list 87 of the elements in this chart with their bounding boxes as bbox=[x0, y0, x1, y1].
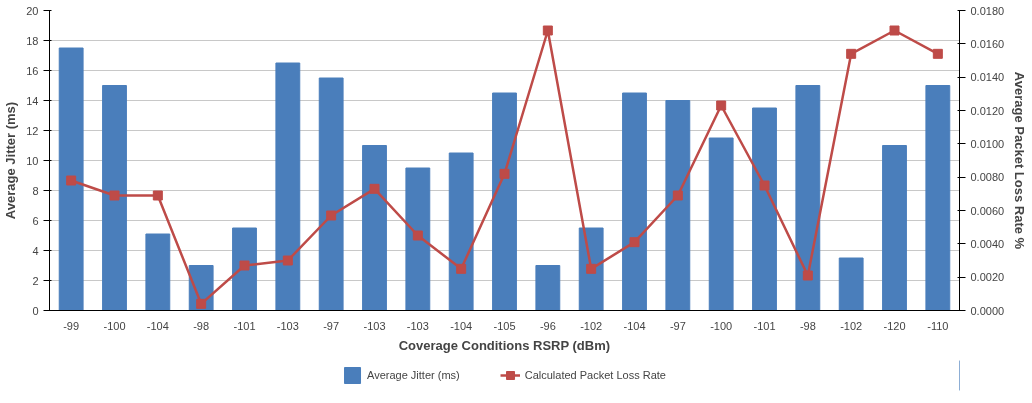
bar bbox=[882, 145, 907, 311]
y-axis-title: Average Jitter (ms) bbox=[3, 101, 19, 220]
y2-axis-title: Average Packet Loss Rate % bbox=[1012, 71, 1028, 250]
x-tick-label: -98 bbox=[193, 319, 210, 332]
x-tick-label: -102 bbox=[580, 319, 603, 332]
point bbox=[196, 298, 207, 309]
y-tick-label: 6 bbox=[32, 214, 39, 227]
point bbox=[109, 190, 120, 201]
y-tick-label: 20 bbox=[26, 4, 39, 17]
x-tick-label: -96 bbox=[539, 319, 556, 332]
x-tick-label: -103 bbox=[276, 319, 299, 332]
bar bbox=[362, 145, 387, 311]
bar bbox=[232, 227, 257, 311]
y2-tick-label: 0.0020 bbox=[970, 271, 1005, 284]
bar bbox=[318, 77, 344, 311]
x-tick-label: -101 bbox=[753, 319, 776, 332]
bar bbox=[405, 167, 431, 311]
point bbox=[889, 25, 900, 36]
point bbox=[802, 270, 813, 281]
bar bbox=[275, 62, 301, 311]
bar bbox=[795, 85, 821, 311]
x-axis-title: Coverage Conditions RSRP (dBm) bbox=[398, 337, 611, 353]
x-tick-label: -100 bbox=[710, 319, 733, 332]
legend-label: Average Jitter (ms) bbox=[367, 369, 460, 381]
y-tick-label: 14 bbox=[26, 94, 39, 107]
bar bbox=[622, 92, 647, 311]
bar bbox=[752, 107, 777, 311]
point bbox=[152, 190, 163, 201]
bar bbox=[535, 265, 561, 311]
point bbox=[716, 100, 727, 111]
x-tick-label: -104 bbox=[450, 319, 473, 332]
point bbox=[369, 183, 380, 194]
x-tick-label: -102 bbox=[840, 319, 863, 332]
point bbox=[239, 260, 250, 271]
x-tick-label: -110 bbox=[927, 319, 949, 332]
y2-tick-label: 0.0120 bbox=[970, 104, 1005, 117]
y-tick-label: 8 bbox=[32, 184, 39, 197]
point bbox=[672, 190, 683, 201]
y-tick-label: 18 bbox=[26, 34, 39, 47]
x-tick-label: -103 bbox=[363, 319, 386, 332]
x-tick-label: -103 bbox=[406, 319, 429, 332]
x-tick-label: -97 bbox=[323, 319, 340, 332]
bar bbox=[102, 85, 127, 311]
y2-tick-label: 0.0180 bbox=[970, 4, 1005, 17]
y2-tick-label: 0.0000 bbox=[970, 304, 1005, 317]
x-tick-label: -104 bbox=[146, 319, 169, 332]
bar bbox=[492, 92, 517, 311]
y-tick-label: 2 bbox=[32, 274, 39, 287]
bar bbox=[708, 137, 734, 311]
y2-tick-label: 0.0100 bbox=[970, 137, 1005, 150]
bar bbox=[925, 85, 951, 311]
x-tick-label: -99 bbox=[63, 319, 80, 332]
point bbox=[586, 263, 597, 274]
point bbox=[66, 175, 77, 186]
point bbox=[412, 230, 423, 241]
x-tick-label: -97 bbox=[669, 319, 686, 332]
bar bbox=[838, 257, 864, 311]
y2-tick-label: 0.0060 bbox=[970, 204, 1005, 217]
y-tick-label: 16 bbox=[26, 64, 39, 77]
bar bbox=[448, 152, 474, 311]
point bbox=[629, 237, 640, 248]
point bbox=[932, 48, 943, 59]
y2-tick-label: 0.0140 bbox=[970, 71, 1005, 84]
x-tick-label: -105 bbox=[493, 319, 516, 332]
point bbox=[759, 180, 770, 191]
y-tick-label: 10 bbox=[26, 154, 39, 167]
bar bbox=[665, 100, 691, 311]
y2-tick-label: 0.0080 bbox=[970, 171, 1005, 184]
y2-tick-label: 0.0040 bbox=[970, 237, 1005, 250]
point bbox=[282, 255, 293, 266]
y-tick-label: 12 bbox=[26, 124, 39, 137]
x-tick-label: -98 bbox=[799, 319, 816, 332]
point bbox=[456, 263, 467, 274]
point bbox=[499, 168, 510, 179]
x-tick-label: -101 bbox=[233, 319, 256, 332]
point bbox=[326, 210, 337, 221]
point bbox=[542, 25, 553, 36]
y2-tick-label: 0.0160 bbox=[970, 37, 1005, 50]
point bbox=[846, 48, 857, 59]
x-tick-label: -104 bbox=[623, 319, 646, 332]
x-tick-label: -100 bbox=[103, 319, 126, 332]
y-tick-label: 0 bbox=[32, 304, 39, 317]
bar bbox=[58, 47, 84, 311]
legend-label: Calculated Packet Loss Rate bbox=[524, 369, 666, 381]
x-tick-label: -120 bbox=[883, 319, 906, 332]
y-tick-label: 4 bbox=[32, 244, 39, 257]
bar bbox=[145, 233, 171, 311]
